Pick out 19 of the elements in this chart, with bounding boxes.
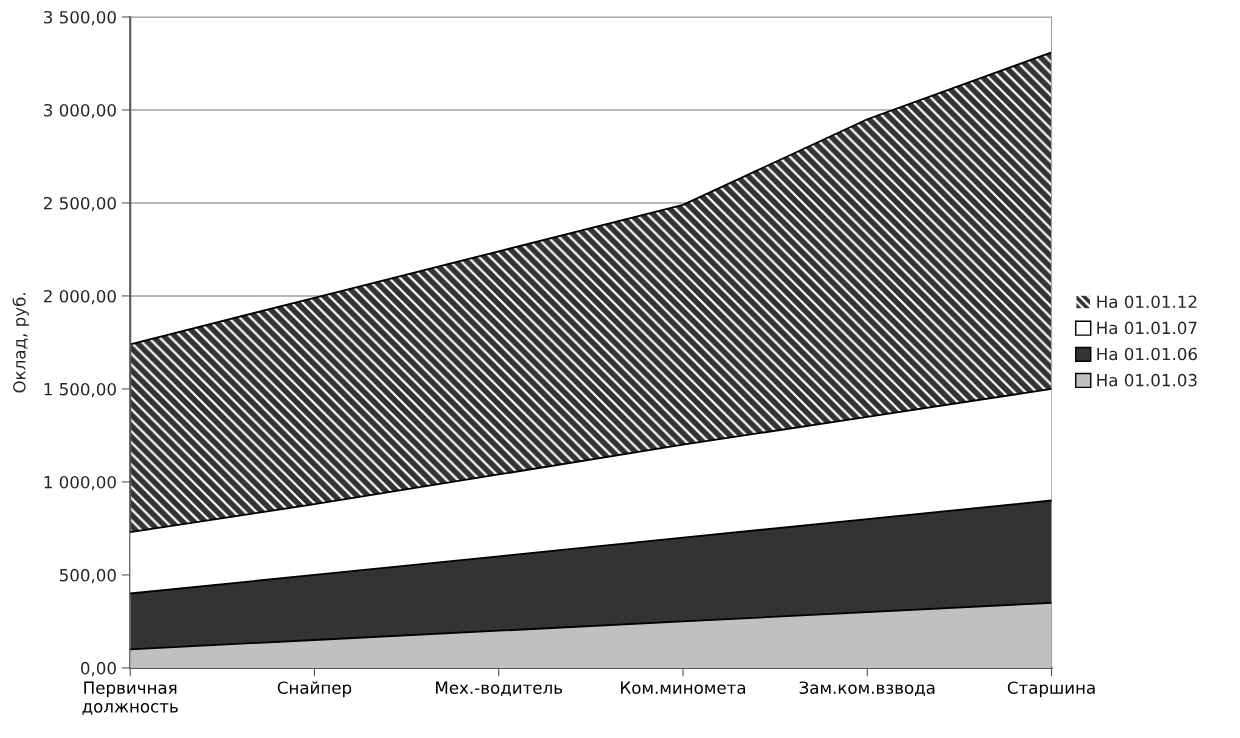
text: На 01.01.12 [1097,295,1197,309]
x-tick-label: Ком.миномета [621,681,746,694]
legend-label: На 01.01.03 [1097,373,1197,387]
x-tick-label: Мех.-водитель [436,681,563,697]
x-tick-label: Первичная должность [82,681,178,715]
y-tick-label: 2 500,00 [44,196,116,212]
x-tick-label: Снайпер [277,681,352,698]
x-tick-label: Старшина [1007,681,1095,698]
y-tick-label: 3 500,00 [44,10,116,26]
y-tick-label: 1 500,00 [44,382,116,398]
y-axis-title: Оклад, руб. [12,293,29,393]
y-tick-label: 1 000,00 [44,475,116,491]
legend-label: На 01.01.06 [1097,347,1197,361]
y-tick-label: 0,00 [81,661,116,677]
legend-label: На 01.01.07 [1097,321,1197,335]
y-tick-label: 500,00 [59,568,116,584]
x-tick-label: Зам.ком.взвода [799,681,935,697]
y-tick-label: 2 000,00 [44,289,116,305]
y-tick-label: 3 000,00 [44,103,116,119]
